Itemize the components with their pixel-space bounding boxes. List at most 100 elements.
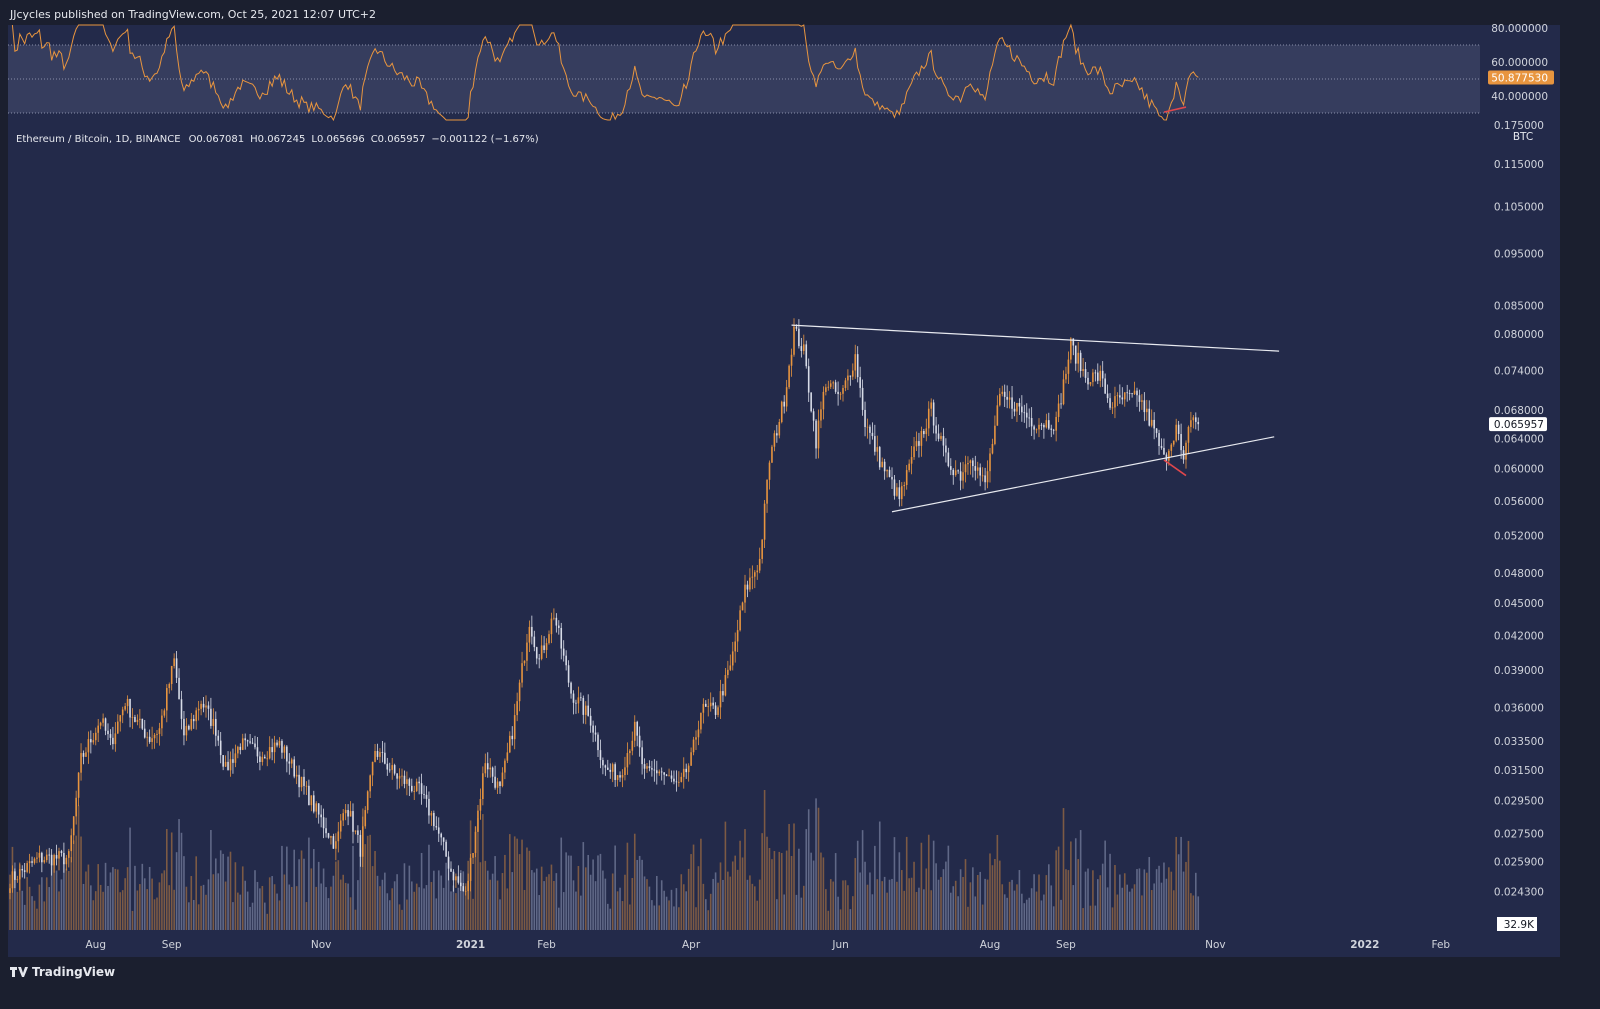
volume-bar (227, 856, 229, 930)
volume-bar (388, 900, 391, 930)
candle-body (121, 709, 124, 716)
volume-bar (555, 873, 558, 930)
candle-body (335, 841, 337, 849)
candle-body (192, 719, 195, 722)
volume-bar (1060, 899, 1062, 930)
volume-bar (433, 870, 435, 930)
rsi-line (11, 23, 1199, 122)
volume-bar (861, 830, 864, 930)
volume-bar (881, 881, 883, 930)
volume-bar (962, 876, 964, 930)
volume-bar (798, 848, 800, 930)
candle-body (964, 464, 967, 473)
volume-bar (229, 851, 232, 930)
volume-bar (766, 836, 768, 930)
volume-bar (58, 891, 60, 930)
candle-body (886, 469, 888, 472)
candle-body (499, 781, 501, 787)
volume-bar (780, 853, 783, 930)
candle-body (756, 570, 759, 573)
volume-bar (435, 898, 438, 930)
candle-body (207, 705, 210, 709)
volume-bar (102, 891, 104, 930)
volume-bar (812, 860, 815, 930)
candle-body (665, 774, 668, 776)
volume-bar (26, 877, 28, 930)
candle-body (246, 740, 249, 742)
candle-body (834, 382, 837, 392)
candle-body (31, 861, 33, 863)
candle-body (241, 738, 244, 750)
footer[interactable]: TradingView (10, 965, 115, 979)
candle-body (146, 736, 148, 738)
volume-bar (1052, 906, 1055, 930)
volume-bar (754, 886, 756, 930)
volume-bar (283, 874, 286, 930)
volume-bar (638, 855, 641, 930)
candle-body (856, 354, 859, 378)
candle-body (1023, 412, 1026, 414)
candle-body (48, 854, 50, 856)
volume-bar (788, 823, 790, 930)
volume-bar (874, 845, 876, 930)
volume-bar (344, 882, 347, 930)
candle-body (344, 809, 347, 814)
volume-bar (180, 832, 183, 930)
candle-body (729, 665, 732, 670)
candle-body (1172, 440, 1175, 445)
volume-bar (354, 909, 357, 930)
volume-bar (241, 866, 244, 930)
volume-bar (364, 844, 367, 930)
volume-bar (719, 862, 722, 930)
volume-bar (724, 821, 727, 930)
volume-bar (1028, 897, 1030, 930)
candle-body (14, 871, 16, 880)
price-tick-label: 0.036000 (1494, 703, 1544, 715)
volume-bar (1116, 894, 1119, 930)
volume-bar (173, 889, 175, 930)
candle-body (315, 803, 318, 812)
candle-body (702, 703, 705, 713)
candle-body (673, 778, 675, 782)
candle-body (180, 699, 183, 719)
candle-body (589, 715, 592, 726)
volume-bar (1104, 840, 1106, 930)
candle-body (161, 715, 163, 729)
volume-bar (1045, 875, 1048, 930)
candle-body (362, 826, 364, 857)
candle-body (668, 775, 670, 777)
candle-body (197, 708, 200, 711)
candle-body (734, 641, 736, 652)
candle-body (58, 851, 60, 859)
candle-body (445, 841, 447, 857)
candle-body (388, 769, 391, 771)
candle-body (616, 775, 619, 780)
candle-body (580, 697, 582, 699)
candle-body (558, 625, 560, 628)
volume-bar (134, 865, 136, 930)
candle-body (33, 858, 36, 863)
time-axis[interactable]: Aug Sep Nov 2021 Feb Apr Jun Aug Sep Nov 2022 Feb (85, 939, 1450, 951)
volume-bar (758, 879, 761, 930)
volume-bar (660, 880, 663, 930)
price-tick-label: 0.115000 (1494, 159, 1544, 171)
candle-body (134, 717, 136, 722)
price-tick-label: 0.025900 (1494, 857, 1544, 869)
candle-body (1006, 396, 1008, 400)
volume-bar (648, 886, 651, 930)
candle-body (469, 857, 472, 881)
volume-bar (119, 892, 122, 930)
volume-bar (1165, 878, 1168, 930)
volume-bar (629, 904, 631, 930)
candle-body (437, 827, 440, 834)
volume-bar (219, 850, 222, 930)
volume-bar (964, 859, 967, 930)
volume-bar (903, 890, 906, 930)
candle-body (168, 684, 171, 689)
candle-body (521, 663, 523, 683)
volume-bar (156, 897, 158, 930)
candle-body (810, 392, 812, 412)
candle-body (501, 772, 504, 787)
price-axis[interactable]: 80.00000060.00000040.00000050.8775300.17… (1480, 23, 1560, 957)
